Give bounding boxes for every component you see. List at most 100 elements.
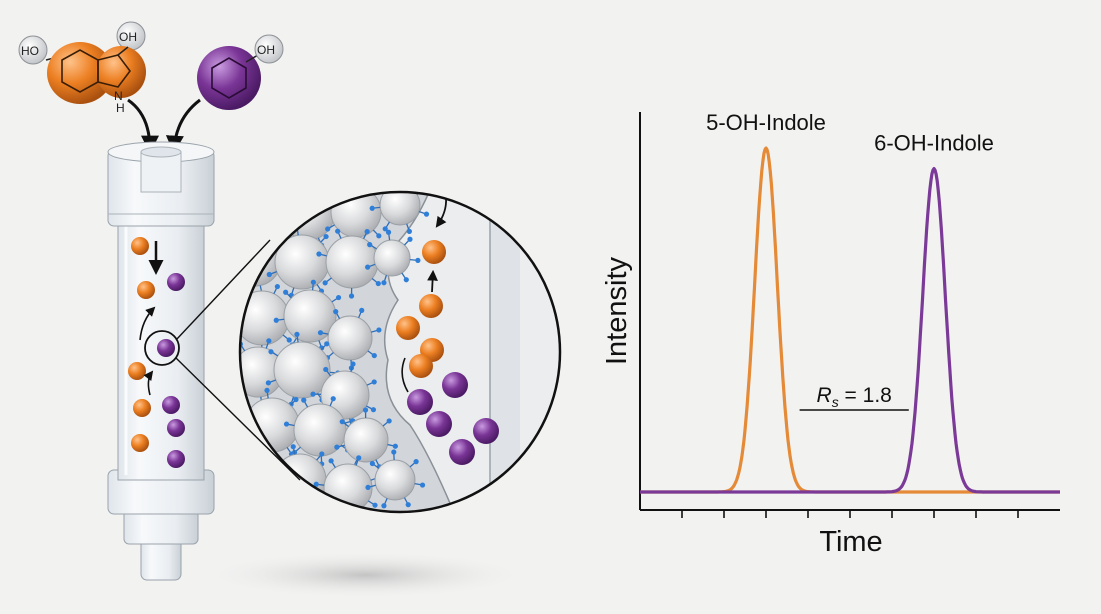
ligand-head — [279, 192, 285, 195]
ligand-head — [266, 338, 272, 344]
ligand-head — [334, 444, 340, 450]
ligand-head — [350, 361, 356, 367]
resolution-label: Rs = 1.8 — [817, 384, 892, 410]
ligand-head — [415, 257, 421, 263]
ligand-chain — [246, 286, 252, 294]
oh-sphere-phenol — [254, 34, 284, 64]
ligand-head — [375, 280, 381, 287]
ligand-head — [289, 510, 295, 512]
silica-bead — [283, 289, 337, 343]
chromatography-column — [107, 141, 215, 581]
ligand-head — [349, 517, 354, 522]
ligand-head — [310, 279, 316, 285]
ligand-head — [365, 484, 371, 491]
ligand-head — [269, 241, 275, 247]
ligand-chain — [346, 181, 348, 189]
ligand-chain — [233, 280, 238, 286]
silica-bead — [240, 233, 282, 287]
ligand-head — [290, 195, 296, 201]
ligand-chain — [324, 504, 332, 511]
column-particles — [128, 237, 185, 468]
silica-bead — [327, 315, 373, 361]
ligand-head — [403, 277, 409, 283]
ligand-head — [322, 280, 328, 286]
indole-molecule: HO OH N H — [18, 21, 146, 115]
ligand-head — [223, 366, 228, 371]
ligand-head — [335, 294, 342, 301]
x-axis-label: Time — [819, 526, 882, 558]
peaks — [639, 146, 1061, 494]
ligand-chain — [273, 176, 277, 183]
x-ticks — [681, 510, 1019, 518]
silica-bead — [323, 463, 373, 512]
indole-n-label: N — [114, 89, 123, 103]
ligand-head — [283, 289, 289, 295]
ligand-head — [376, 233, 382, 239]
ligand-head — [330, 396, 336, 402]
ligand-chain — [380, 185, 386, 191]
ligand-head — [364, 228, 370, 235]
ligand-chain — [248, 176, 251, 183]
ligand-head — [310, 391, 316, 397]
ligand-head — [268, 349, 274, 355]
ligand-head — [376, 327, 382, 333]
ligand-head — [317, 330, 324, 336]
ligand-head — [372, 502, 378, 508]
chromatogram: 5-OH-Indole 6-OH-Indole Rs = 1.8 Time Int… — [601, 110, 1061, 558]
ligand-head — [271, 217, 278, 223]
ligand-head — [286, 337, 292, 343]
ligand-head — [218, 257, 223, 262]
ligand-head — [405, 502, 411, 508]
phenol-oh-label: OH — [257, 43, 275, 57]
ligand-head — [307, 177, 312, 182]
ligand-chain — [231, 198, 239, 200]
ligand-head — [370, 407, 377, 413]
ligand-head — [317, 504, 324, 510]
ligand-chain — [234, 233, 239, 239]
ligand-head — [323, 366, 329, 373]
ground-shadow — [200, 551, 530, 599]
ligand-head — [290, 444, 296, 450]
ligand-head — [232, 230, 237, 235]
ligand-chain — [260, 450, 265, 459]
ligand-chain — [370, 184, 374, 191]
ligand-chain — [274, 218, 283, 221]
ligand-head — [313, 481, 319, 487]
ligand-head — [266, 491, 272, 497]
ligand-head — [225, 307, 230, 312]
ligand-head — [359, 307, 365, 313]
ligand-head — [381, 503, 387, 509]
ligand-chain — [240, 434, 248, 439]
indole-benzene-sphere — [47, 42, 113, 104]
ligand-head — [283, 421, 290, 427]
ligand-chain — [324, 199, 333, 204]
ligand-head — [274, 283, 280, 290]
ligand-chain — [291, 505, 295, 512]
zoom-line-bottom — [175, 357, 301, 481]
ligand-head — [372, 182, 377, 187]
ligand-head — [335, 228, 341, 234]
ligand-head — [323, 233, 329, 240]
silica-bead — [374, 459, 416, 501]
ligand-head — [259, 234, 265, 240]
ligand-head — [362, 407, 369, 413]
ligand-head — [332, 192, 339, 197]
ligand-head — [369, 460, 375, 467]
indole-h-label: H — [116, 101, 125, 115]
ligand-head — [371, 379, 377, 385]
ligand-head — [316, 251, 322, 257]
ligand-head — [240, 404, 245, 410]
ligand-head — [367, 242, 373, 248]
oh-sphere-left — [18, 35, 48, 65]
ligand-chain — [268, 490, 277, 495]
ligand-head — [228, 195, 233, 200]
ligand-head — [333, 309, 339, 315]
ligand-chain — [225, 368, 233, 369]
indole-oh-left-label: HO — [21, 44, 39, 58]
ligand-chain — [402, 177, 403, 185]
ligand-head — [365, 264, 371, 270]
ligand-chain — [280, 219, 288, 226]
silica-bead — [240, 192, 287, 230]
